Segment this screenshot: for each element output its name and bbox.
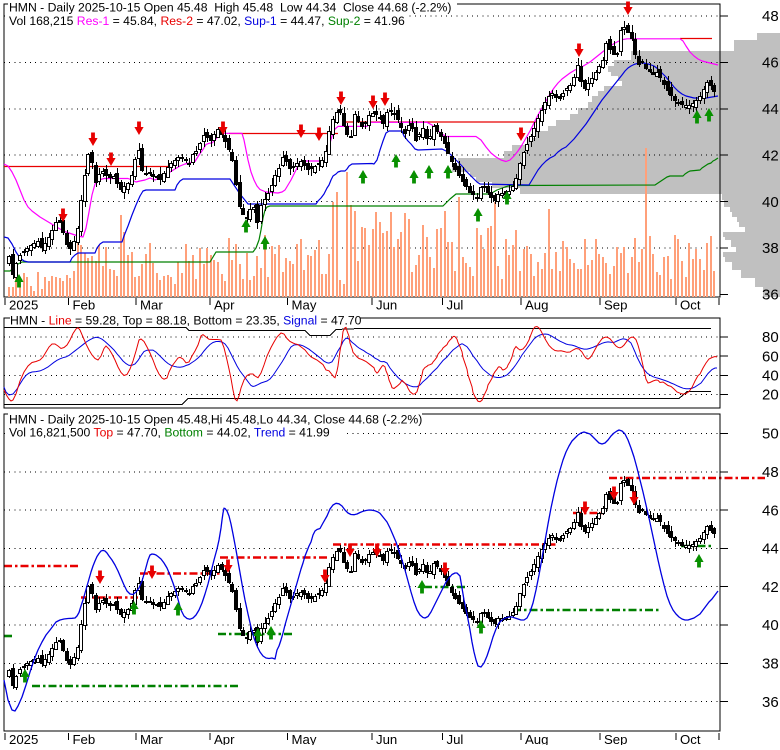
svg-text:HMN - Daily 2025-10-15 Open 45: HMN - Daily 2025-10-15 Open 45.48,Hi 45.… — [9, 413, 422, 427]
svg-text:Mar: Mar — [140, 298, 163, 313]
svg-text:Feb: Feb — [73, 298, 96, 313]
svg-text:Vol 168,215 Res-1 = 45.84, Res: Vol 168,215 Res-1 = 45.84, Res-2 = 47.02… — [9, 14, 405, 28]
svg-text:60: 60 — [762, 348, 779, 365]
svg-text:Apr: Apr — [214, 298, 235, 313]
svg-text:44: 44 — [762, 541, 779, 558]
svg-text:Aug: Aug — [525, 732, 548, 745]
svg-text:Mar: Mar — [140, 732, 163, 745]
svg-text:36: 36 — [762, 694, 779, 711]
svg-text:Jul: Jul — [447, 298, 464, 313]
svg-text:38: 38 — [762, 240, 779, 257]
svg-text:Oct: Oct — [680, 298, 701, 313]
svg-text:20: 20 — [762, 387, 779, 404]
svg-text:May: May — [292, 732, 317, 745]
svg-text:36: 36 — [762, 287, 779, 304]
svg-text:Apr: Apr — [214, 732, 235, 745]
svg-text:40: 40 — [762, 617, 779, 634]
svg-text:HMN - Daily 2025-10-15 Open 45: HMN - Daily 2025-10-15 Open 45.48 High 4… — [9, 0, 451, 14]
svg-text:50: 50 — [762, 426, 779, 443]
svg-text:40: 40 — [762, 194, 779, 211]
svg-text:HMN - Line = 59.28, Top = 88.1: HMN - Line = 59.28, Top = 88.18, Bottom … — [10, 314, 362, 328]
svg-text:Jun: Jun — [376, 298, 397, 313]
svg-text:Sep: Sep — [604, 298, 627, 313]
svg-text:44: 44 — [762, 101, 779, 118]
svg-text:42: 42 — [762, 147, 779, 164]
svg-text:40: 40 — [762, 368, 779, 385]
svg-text:42: 42 — [762, 579, 779, 596]
svg-text:Feb: Feb — [73, 732, 96, 745]
svg-text:46: 46 — [762, 502, 779, 519]
svg-text:Aug: Aug — [525, 298, 548, 313]
svg-text:Oct: Oct — [680, 732, 701, 745]
svg-text:48: 48 — [762, 8, 779, 25]
svg-text:Sep: Sep — [604, 732, 627, 745]
svg-text:2025: 2025 — [9, 298, 38, 313]
svg-text:May: May — [292, 298, 317, 313]
svg-text:2025: 2025 — [9, 732, 38, 745]
svg-text:Jun: Jun — [376, 732, 397, 745]
svg-text:Vol 16,821,500 Top = 47.70, Bo: Vol 16,821,500 Top = 47.70, Bottom = 44.… — [9, 426, 330, 440]
svg-text:38: 38 — [762, 656, 779, 673]
svg-text:Jul: Jul — [447, 732, 464, 745]
svg-text:48: 48 — [762, 464, 779, 481]
svg-text:46: 46 — [762, 55, 779, 72]
svg-text:80: 80 — [762, 329, 779, 346]
